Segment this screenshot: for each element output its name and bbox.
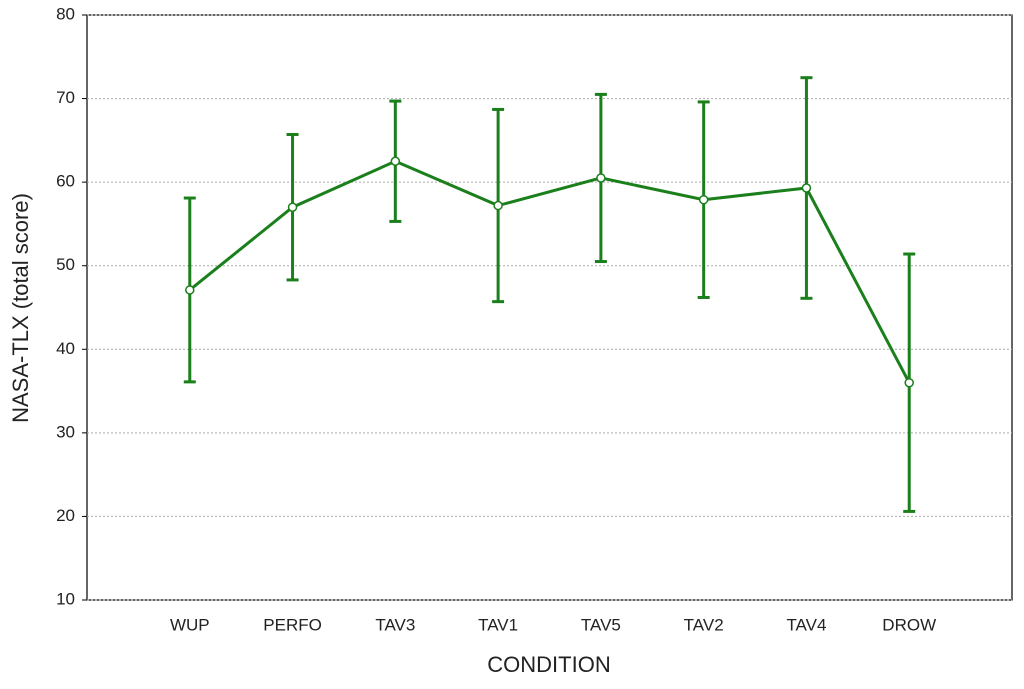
data-line bbox=[188, 159, 911, 384]
y-tick-label: 80 bbox=[56, 4, 75, 23]
y-tick-label: 70 bbox=[56, 88, 75, 107]
x-tick-label: TAV5 bbox=[581, 615, 621, 634]
data-point bbox=[904, 377, 914, 388]
x-tick-label: WUP bbox=[170, 615, 210, 634]
y-axis-title: NASA-TLX (total score) bbox=[8, 193, 33, 423]
data-point bbox=[287, 202, 298, 212]
data-point bbox=[493, 200, 503, 211]
data-point bbox=[698, 194, 709, 205]
x-tick-label: TAV2 bbox=[684, 615, 724, 634]
data-point bbox=[596, 173, 606, 183]
x-axis-title: CONDITION bbox=[487, 652, 610, 677]
x-tick-label: TAV1 bbox=[478, 615, 518, 634]
data-point bbox=[801, 183, 812, 193]
y-tick-label: 40 bbox=[56, 339, 75, 358]
y-tick-label: 20 bbox=[56, 506, 75, 525]
y-tick-label: 50 bbox=[56, 255, 75, 274]
y-tick-label: 60 bbox=[56, 172, 75, 191]
x-tick-label: DROW bbox=[882, 615, 936, 634]
y-tick-label: 30 bbox=[56, 422, 75, 441]
x-tick-label: PERFO bbox=[263, 615, 322, 634]
y-tick-label: 10 bbox=[56, 589, 75, 608]
data-point bbox=[390, 156, 401, 166]
x-tick-label: TAV4 bbox=[786, 615, 826, 634]
x-tick-label: TAV3 bbox=[375, 615, 415, 634]
data-point bbox=[185, 285, 195, 295]
plot-frame bbox=[86, 14, 1013, 601]
